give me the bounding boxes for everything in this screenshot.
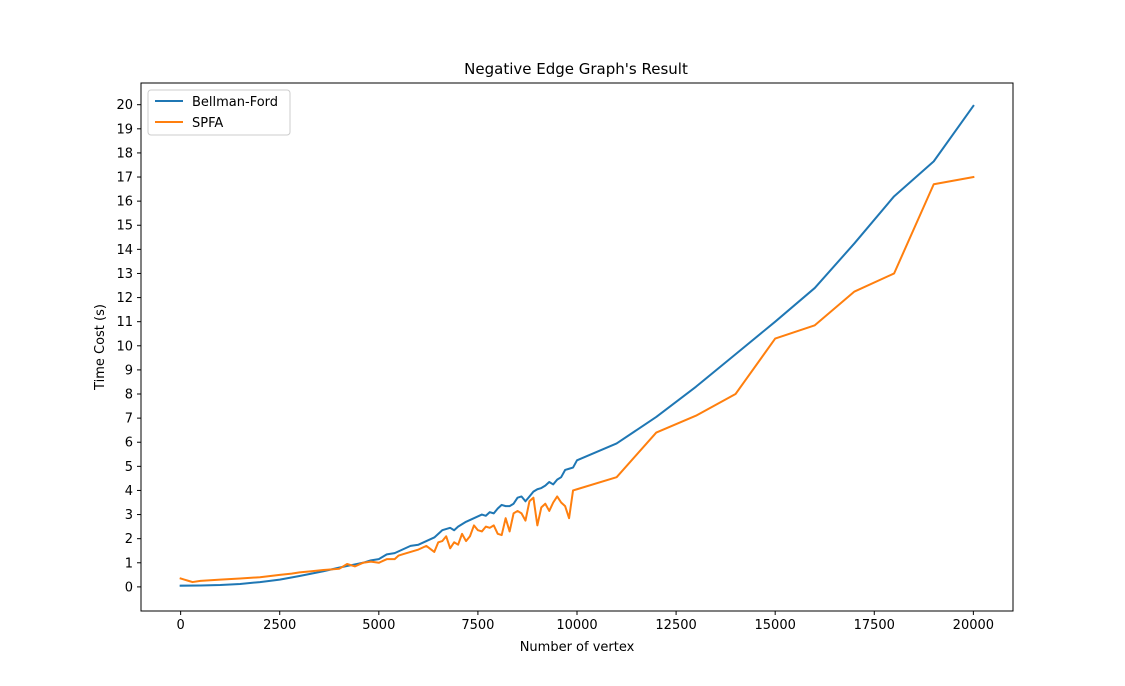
y-tick-label: 6	[125, 436, 133, 451]
legend: Bellman-Ford SPFA	[147, 89, 291, 136]
x-tick-label: 12500	[655, 618, 696, 633]
y-tick-label: 2	[125, 532, 133, 547]
y-tick-label: 13	[116, 267, 133, 282]
x-tick-label: 20000	[953, 618, 994, 633]
y-tick-label: 8	[125, 388, 133, 403]
y-tick-label: 11	[116, 315, 133, 330]
y-tick-label: 17	[116, 171, 133, 186]
y-tick-label: 18	[116, 146, 133, 161]
x-tick-label: 0	[176, 618, 184, 633]
y-tick-label: 15	[116, 219, 133, 234]
y-tick-label: 20	[116, 98, 133, 113]
series-layer	[179, 104, 975, 587]
chart-title: Negative Edge Graph's Result	[464, 60, 688, 78]
x-tick-label: 17500	[854, 618, 895, 633]
y-tick-label: 7	[125, 412, 133, 427]
y-tick-label: 1	[125, 556, 133, 571]
x-tick-label: 7500	[461, 618, 494, 633]
x-tick-label: 5000	[362, 618, 395, 633]
x-tick-label: 2500	[263, 618, 296, 633]
y-tick-label: 4	[125, 484, 133, 499]
series-line-spfa	[179, 175, 975, 584]
x-tick-label: 15000	[755, 618, 796, 633]
y-axis-label: Time Cost (s)	[93, 304, 108, 391]
y-tick-label: 12	[116, 291, 133, 306]
legend-label-bellman-ford: Bellman-Ford	[192, 95, 278, 110]
plot-area-frame	[140, 82, 1014, 612]
y-tick-label: 16	[116, 195, 133, 210]
x-tick-label: 10000	[556, 618, 597, 633]
y-tick-label: 3	[125, 508, 133, 523]
y-tick-label: 0	[125, 580, 133, 595]
legend-box	[147, 89, 291, 136]
y-tick-label: 5	[125, 460, 133, 475]
y-tick-label: 10	[116, 339, 133, 354]
axes-layer: 0 2500 5000 7500 10000 12500 15000 17500 20000 0 1…	[116, 98, 994, 633]
y-tick-label: 19	[116, 122, 133, 137]
legend-label-spfa: SPFA	[192, 116, 223, 131]
y-tick-label: 9	[125, 363, 133, 378]
x-axis-label: Number of vertex	[520, 640, 635, 655]
y-tick-label: 14	[116, 243, 133, 258]
